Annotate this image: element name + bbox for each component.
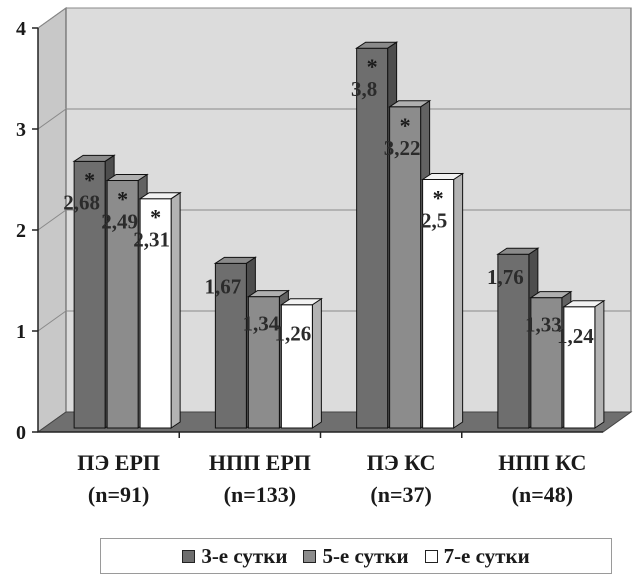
gridline: [37, 108, 631, 130]
y-tick-label: 3: [16, 119, 26, 141]
category-sublabel: (n=91): [88, 482, 149, 507]
bar-side: [170, 191, 181, 429]
bar: [73, 160, 106, 429]
bar-side: [311, 297, 322, 429]
bar-top: [354, 41, 399, 49]
legend: 3-е сутки 5-е сутки 7-е сутки: [100, 538, 612, 574]
bar-top: [279, 298, 324, 306]
data-label: 1,24: [557, 324, 594, 348]
category-sublabel: (n=133): [224, 482, 296, 507]
significance-marker: *: [433, 186, 444, 211]
bar: [280, 304, 313, 429]
y-tick-label: 0: [16, 422, 26, 444]
legend-label-day5: 5-е сутки: [322, 543, 409, 568]
category-label: НПП КС: [498, 450, 586, 475]
bars: [72, 41, 606, 429]
data-label: 2,68: [63, 190, 100, 214]
category-sublabel: (n=37): [370, 482, 431, 507]
bar: [214, 262, 247, 429]
significance-marker: *: [150, 205, 161, 230]
bar: [247, 296, 280, 429]
significance-marker: *: [400, 113, 411, 138]
significance-marker: *: [367, 54, 378, 79]
significance-marker: *: [117, 187, 128, 212]
bar: [497, 253, 530, 429]
category-label: ПЭ КС: [367, 450, 436, 475]
bar: [530, 297, 563, 429]
category-label: НПП ЕРП: [209, 450, 311, 475]
bar: [139, 198, 172, 429]
data-label: 1,34: [243, 312, 280, 336]
y-tick-label: 4: [16, 18, 26, 40]
bar-top: [562, 300, 606, 308]
bar: [563, 306, 596, 429]
bar-top: [213, 256, 258, 264]
y-tick-label: 2: [16, 220, 26, 242]
legend-label-day3: 3-е сутки: [201, 543, 288, 568]
data-label: 1,33: [525, 313, 562, 337]
bar-top: [420, 173, 465, 180]
legend-label-day7: 7-е сутки: [443, 543, 530, 568]
axes: 0 1 2 3 4: [16, 18, 603, 444]
data-label: 1,76: [487, 265, 524, 289]
y-tick-label: 1: [16, 321, 26, 343]
bar-top: [496, 247, 540, 255]
category-label: ПЭ ЕРП: [77, 450, 160, 475]
bar-side: [453, 172, 464, 429]
bar-top: [246, 290, 291, 298]
bar-top: [138, 192, 182, 200]
data-label: 1,67: [205, 274, 242, 298]
bar: [422, 179, 455, 429]
legend-swatch-day5: [303, 549, 317, 563]
bar-top: [387, 100, 432, 108]
data-label: 2,49: [101, 210, 138, 234]
bar: [356, 47, 389, 429]
category-labels: ПЭ ЕРП (n=91) НПП ЕРП (n=133) ПЭ КС (n=37) НПП…: [77, 450, 586, 507]
legend-swatch-day3: [182, 549, 196, 563]
bar-top: [105, 174, 149, 182]
category-sublabel: (n=48): [512, 482, 573, 507]
bar: [106, 180, 139, 429]
data-label: 2,5: [421, 209, 447, 233]
bar: [389, 106, 422, 429]
data-label: 3,8: [351, 77, 377, 101]
bar-side: [594, 299, 605, 429]
legend-item-day7: 7-е сутки: [424, 543, 530, 569]
data-label: 1,26: [275, 322, 312, 346]
data-label: 3,22: [384, 136, 421, 160]
legend-item-day5: 5-е сутки: [303, 543, 409, 569]
legend-swatch-day7: [424, 549, 438, 563]
data-labels: *2,68 *2,49 *2,311,671,341,26*3,8*3,22*2,5…: [63, 54, 594, 348]
data-label: 2,31: [133, 228, 170, 252]
bar-top: [72, 154, 116, 162]
significance-marker: *: [84, 167, 95, 192]
bar-top: [529, 291, 573, 299]
gridline: [37, 7, 631, 29]
legend-item-day3: 3-е сутки: [182, 544, 287, 569]
